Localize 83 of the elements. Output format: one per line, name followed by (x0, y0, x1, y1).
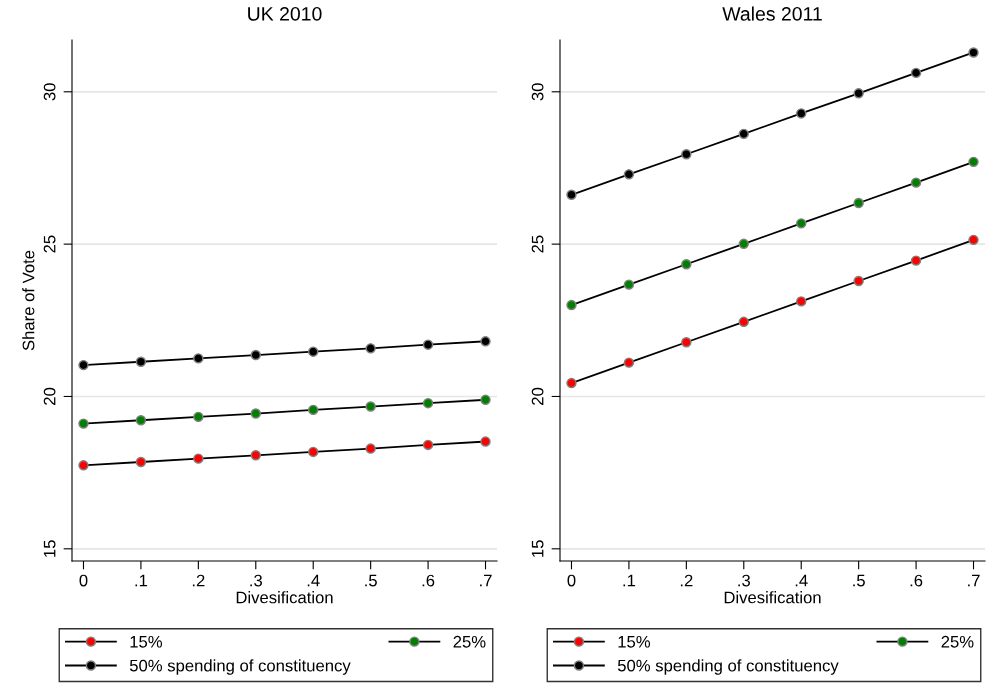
point (566, 377, 577, 389)
y-tick-label: 30 (43, 83, 56, 101)
x-tick-label: .5 (365, 574, 377, 587)
point (968, 47, 979, 58)
x-axis-title: Divesification (236, 591, 333, 604)
x-tick-label: .6 (910, 574, 923, 587)
x-tick-label: .1 (135, 574, 148, 587)
point (623, 169, 635, 180)
point (78, 460, 89, 471)
y-tick-label: 25 (531, 235, 544, 253)
legend-label: 15% (618, 635, 651, 648)
point (796, 218, 807, 229)
legend-label: 15% (130, 635, 163, 648)
y-tick-label: 25 (43, 235, 56, 253)
x-tick-label: .5 (853, 574, 865, 587)
point (910, 255, 922, 266)
point (681, 259, 692, 270)
point (135, 415, 147, 426)
x-tick-label: .7 (968, 574, 980, 587)
point (365, 401, 376, 412)
point (250, 349, 261, 361)
x-tick-label: 0 (567, 574, 576, 587)
point (738, 238, 749, 250)
chart-title: Wales 2011 (722, 6, 822, 21)
point (623, 357, 635, 368)
x-tick-label: .3 (738, 574, 750, 587)
point (365, 343, 376, 354)
x-tick-label: .2 (680, 574, 693, 587)
point (250, 408, 261, 419)
x-tick-label: .3 (250, 574, 262, 587)
y-tick-label: 30 (531, 83, 544, 101)
point (308, 446, 319, 458)
point (308, 404, 319, 416)
x-axis-title: Divesification (724, 591, 821, 604)
x-tick-label: .7 (480, 574, 492, 587)
point (853, 275, 864, 287)
point (566, 189, 577, 200)
y-tick-label: 15 (531, 540, 544, 557)
point (738, 316, 749, 328)
y-axis-title: Share of Vote (22, 250, 35, 351)
y-tick-label: 20 (531, 387, 544, 405)
point (193, 411, 204, 423)
point (681, 337, 692, 348)
point (623, 279, 635, 290)
point (853, 197, 864, 209)
point (78, 359, 89, 371)
point (308, 346, 319, 357)
point (566, 299, 577, 311)
point (193, 353, 204, 364)
point (135, 456, 147, 468)
x-tick-label: .6 (422, 574, 435, 587)
chart-title: UK 2010 (248, 6, 322, 21)
point (738, 128, 749, 140)
point (480, 336, 491, 347)
x-tick-label: .2 (192, 574, 205, 587)
x-tick-label: .4 (307, 574, 320, 587)
legend-label: 25% (453, 635, 486, 648)
point (422, 339, 434, 350)
point (968, 234, 979, 246)
y-tick-label: 15 (43, 540, 56, 557)
point (365, 443, 376, 454)
point (135, 356, 147, 367)
point (910, 177, 922, 188)
x-tick-label: .4 (795, 574, 808, 587)
legend-label: 50% spending of constituency (129, 659, 351, 675)
x-tick-label: .1 (623, 574, 636, 587)
legend-label: 25% (941, 635, 974, 648)
point (796, 296, 807, 307)
point (910, 67, 922, 79)
point (796, 108, 807, 119)
point (853, 88, 864, 99)
point (422, 439, 434, 451)
point (480, 394, 491, 406)
point (968, 156, 979, 168)
point (193, 453, 204, 464)
point (480, 436, 491, 447)
point (78, 418, 89, 429)
point (681, 149, 692, 160)
point (422, 397, 434, 409)
legend-label: 50% spending of constituency (617, 659, 839, 675)
y-tick-label: 20 (43, 387, 56, 405)
point (250, 450, 261, 461)
x-tick-label: 0 (79, 574, 88, 587)
